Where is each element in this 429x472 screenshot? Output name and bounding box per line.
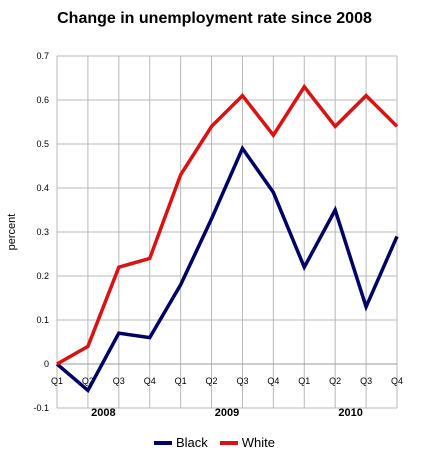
y-axis-label: percent	[6, 214, 18, 251]
chart-title: Change in unemployment rate since 2008	[57, 10, 372, 27]
series-line-black	[55, 144, 399, 394]
y-tick-label: 0.4	[36, 183, 49, 193]
year-label: 2008	[91, 407, 115, 419]
series-line-white	[56, 83, 399, 366]
x-tick-label: Q4	[267, 376, 279, 386]
legend-label-white: White	[241, 435, 276, 450]
y-tick-label: 0	[44, 359, 49, 369]
year-label: 2010	[338, 407, 362, 419]
x-tick-label: Q3	[113, 376, 125, 386]
x-tick-label: Q3	[360, 376, 372, 386]
x-tick-label: Q1	[175, 376, 187, 386]
x-tick-label: Q1	[298, 376, 310, 386]
chart-svg: -0.1 0 0.1 0.2 0.3 0.4 0.5 0.6 0.7 Q1 Q2 Q3 Q4 Q1 Q2 Q3…	[6, 51, 403, 419]
legend-label-black: Black	[175, 435, 208, 450]
y-tick-label: 0.5	[36, 139, 49, 149]
legend-item-white: White	[219, 435, 276, 450]
legend: Black White	[0, 435, 429, 450]
legend-item-black: Black	[153, 435, 208, 450]
y-tick-label: 0.3	[36, 227, 49, 237]
x-tick-label: Q3	[236, 376, 248, 386]
x-tick-label: Q2	[206, 376, 218, 386]
year-label: 2009	[215, 407, 239, 419]
x-tick-label: Q1	[51, 376, 63, 386]
x-tick-label: Q2	[329, 376, 341, 386]
x-tick-label: Q4	[391, 376, 403, 386]
x-tick-label: Q2	[82, 376, 94, 386]
legend-swatch-black	[153, 440, 172, 445]
y-tick-label: -0.1	[33, 403, 49, 413]
y-tick-label: 0.7	[36, 51, 49, 61]
y-tick-label: 0.6	[36, 95, 49, 105]
y-tick-label: 0.1	[36, 315, 49, 325]
x-tick-label: Q4	[144, 376, 156, 386]
y-tick-label: 0.2	[36, 271, 49, 281]
legend-swatch-white	[219, 440, 238, 445]
